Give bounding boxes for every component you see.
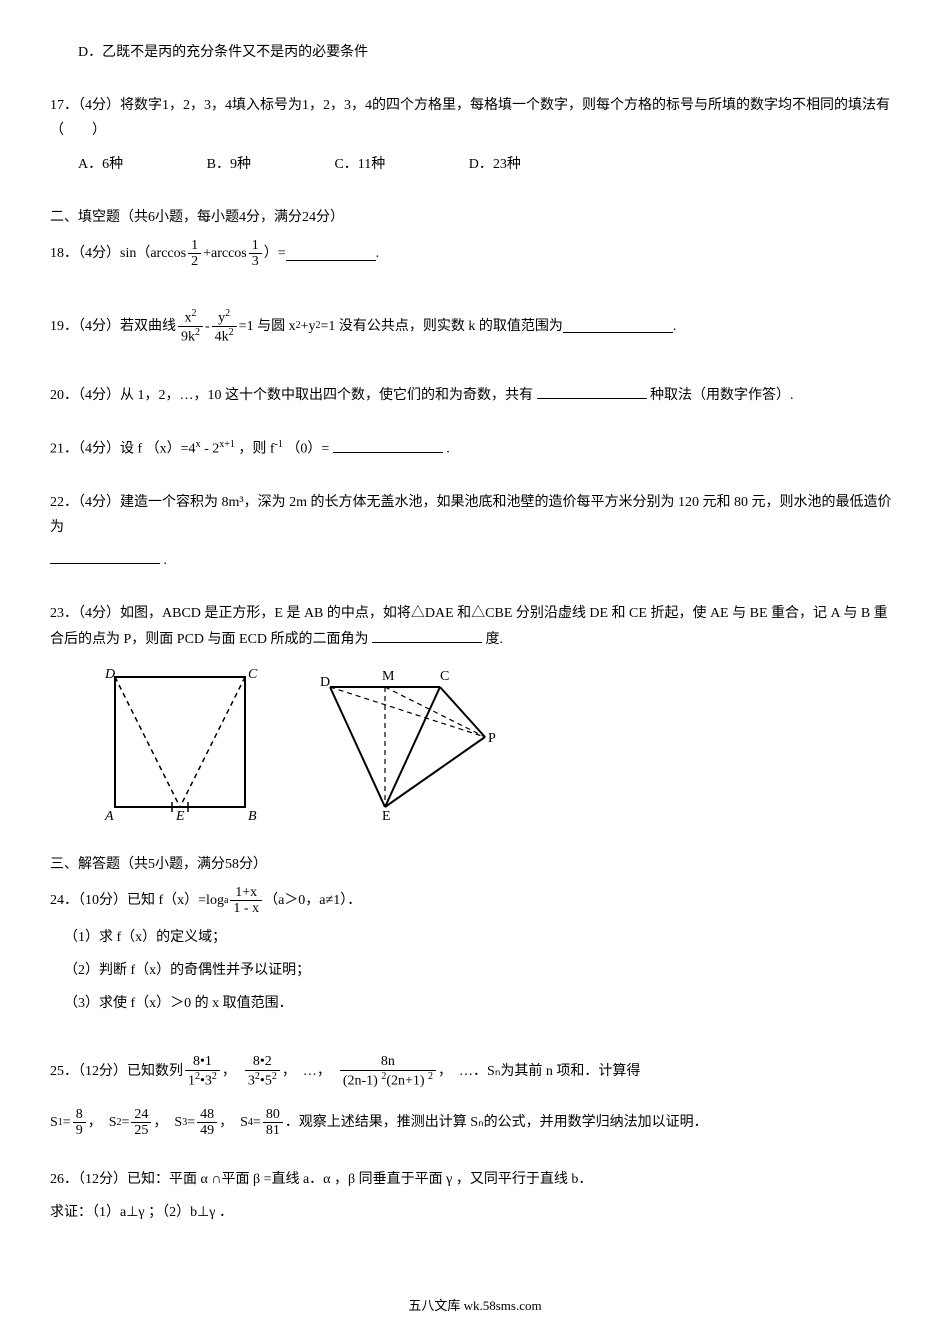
page-footer: 五八文库 wk.58sms.com [0, 1295, 950, 1314]
q20-blank [537, 385, 647, 399]
q17-optA: A．6种 [78, 152, 123, 177]
q19-mid: =1 与圆 x [239, 314, 296, 339]
q26-line2: 求证：（1）a⊥γ ；（2）b⊥γ ． [50, 1200, 900, 1225]
q21-blank [333, 439, 443, 453]
q19-frac1: x2 9k2 [178, 308, 203, 345]
q24-prefix: 24．（10分）已知 f（x）=log [50, 888, 224, 913]
q19-mid3: =1 没有公共点，则实数 k 的取值范围为 [320, 314, 562, 339]
q17-options: A．6种 B．9种 C．11种 D．23种 [50, 152, 900, 177]
q21-end: . [446, 442, 450, 457]
q18-blank [286, 247, 376, 261]
q17-optB: B．9种 [207, 152, 251, 177]
q23-suffix: 度. [486, 632, 504, 647]
q19-frac2: y2 4k2 [212, 308, 237, 345]
q23-figure-square: D C A B E [100, 662, 260, 822]
q24-p3: （3）求使 f（x）＞0 的 x 取值范围． [50, 991, 900, 1016]
q23-figure-tri: D M C P E [300, 662, 500, 822]
q19-mid2: +y [301, 314, 316, 339]
q21-prefix: 21．（4分）设 f （x）=4 [50, 442, 196, 457]
q18: 18．（4分）sin（arccos 1 2 +arccos 1 3 ）= . [50, 238, 900, 270]
q21: 21．（4分）设 f （x）=4x - 2x+1 ，则 f-1 （0）= . [50, 436, 900, 462]
q19-end: . [673, 314, 677, 339]
q22-blank [50, 550, 160, 564]
q25-suffix: ．Sₙ为其前 n 项和．计算得 [473, 1059, 640, 1084]
q25-line1: 25．（12分）已知数列 8•1 12•32 ， 8•2 32•52 ， …， … [50, 1054, 900, 1088]
q18-frac1: 1 2 [188, 238, 201, 270]
svg-text:A: A [104, 809, 114, 822]
q20-prefix: 20．（4分）从 1，2，…，10 这十个数中取出四个数，使它们的和为奇数，共有 [50, 388, 533, 403]
q20-suffix: 种取法（用数字作答）. [650, 388, 794, 403]
q25-term1: 8•1 12•32 [185, 1054, 220, 1088]
q24-p1: （1）求 f（x）的定义域； [50, 925, 900, 950]
q23-figures: D C A B E D M C P E [100, 662, 900, 822]
svg-text:D: D [104, 667, 115, 682]
svg-text:M: M [382, 669, 395, 684]
q22-end: . [164, 553, 168, 568]
svg-text:E: E [382, 809, 391, 822]
q25-prefix: 25．（12分）已知数列 [50, 1059, 183, 1084]
q22-blank-line: . [50, 548, 900, 573]
q24-frac: 1+x 1 - x [230, 885, 262, 917]
q22-line1: 22．（4分）建造一个容积为 8m³，深为 2m 的长方体无盖水池，如果池底和池… [50, 490, 900, 540]
q24-stem: 24．（10分）已知 f（x）=loga 1+x 1 - x （a＞0，a≠1）… [50, 885, 900, 917]
svg-text:E: E [175, 809, 185, 822]
q25-termn: 8n (2n-1) 2(2n+1) 2 [340, 1054, 436, 1088]
q19-minus: - [205, 314, 210, 339]
q18-end: . [376, 241, 380, 266]
q21-mid3: （0）= [286, 442, 329, 457]
svg-text:C: C [248, 667, 258, 682]
q19-blank [563, 319, 673, 333]
svg-text:D: D [320, 675, 330, 690]
q25-term2: 8•2 32•52 [245, 1054, 280, 1088]
q17-optC: C．11种 [334, 152, 385, 177]
section3-title: 三、解答题（共5小题，满分58分） [50, 852, 900, 877]
q21-mid: - 2 [204, 442, 219, 457]
q17-optD: D．23种 [469, 152, 521, 177]
q23-blank [372, 629, 482, 643]
q18-prefix: 18．（4分）sin（arccos [50, 241, 186, 266]
q19: 19．（4分）若双曲线 x2 9k2 - y2 4k2 =1 与圆 x2 +y2… [50, 308, 900, 345]
q25-line2: S1= 89 ， S2= 2425 ， S3= 4849 ， S4= 8081 … [50, 1107, 900, 1139]
q18-mid: +arccos [203, 241, 247, 266]
svg-text:B: B [248, 809, 257, 822]
q24-suffix: （a＞0，a≠1）． [264, 888, 361, 913]
q23: 23．（4分）如图，ABCD 是正方形，E 是 AB 的中点，如将△DAE 和△… [50, 601, 900, 651]
q17-stem: 17．（4分）将数字1，2，3，4填入标号为1，2，3，4的四个方格里，每格填一… [50, 93, 900, 143]
svg-text:P: P [488, 731, 496, 746]
q20: 20．（4分）从 1，2，…，10 这十个数中取出四个数，使它们的和为奇数，共有… [50, 383, 900, 408]
q18-frac2: 1 3 [249, 238, 262, 270]
q18-suffix: ）= [264, 241, 286, 266]
section2-title: 二、填空题（共6小题，每小题4分，满分24分） [50, 205, 900, 230]
q19-prefix: 19．（4分）若双曲线 [50, 314, 176, 339]
q16-option-d: D．乙既不是丙的充分条件又不是丙的必要条件 [50, 40, 900, 65]
q26-line1: 26．（12分）已知：平面 α ∩平面 β =直线 a．α ，β 同垂直于平面 … [50, 1167, 900, 1192]
svg-text:C: C [440, 669, 449, 684]
q21-mid2: ，则 f [238, 442, 274, 457]
q24-p2: （2）判断 f（x）的奇偶性并予以证明； [50, 958, 900, 983]
q25-tail: ．观察上述结果，推测出计算 Sₙ的公式，并用数学归纳法加以证明． [285, 1110, 708, 1135]
